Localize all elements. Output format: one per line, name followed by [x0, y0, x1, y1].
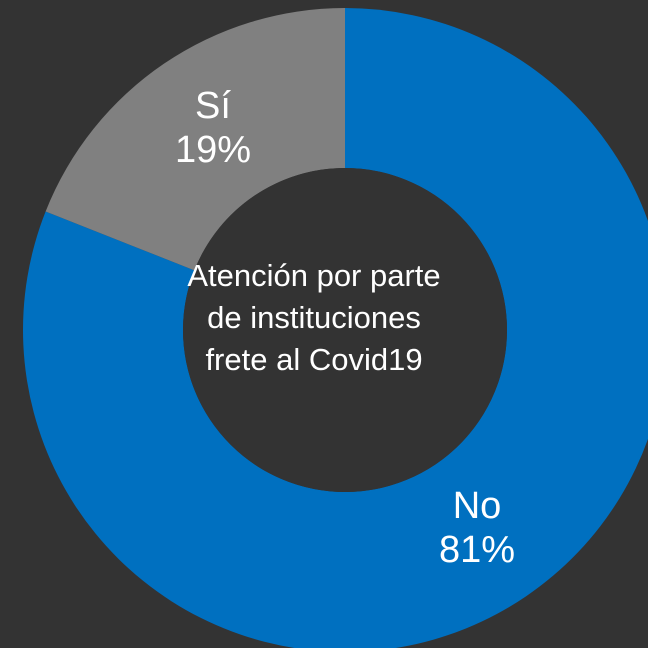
donut-hole: [183, 168, 507, 492]
slice-label-si: Sí 19%: [133, 84, 293, 172]
chart-title: Atención por parte de instituciones fret…: [187, 258, 441, 377]
slice-label-no-value: 81%: [438, 529, 516, 571]
slice-s: [45, 8, 346, 271]
slice-label-si-value: 19%: [174, 129, 252, 171]
slice-label-no: No 81%: [397, 484, 557, 572]
slice-label-no-name: No: [452, 485, 502, 527]
slice-no: [23, 8, 648, 648]
slice-label-si-name: Sí: [195, 85, 231, 127]
